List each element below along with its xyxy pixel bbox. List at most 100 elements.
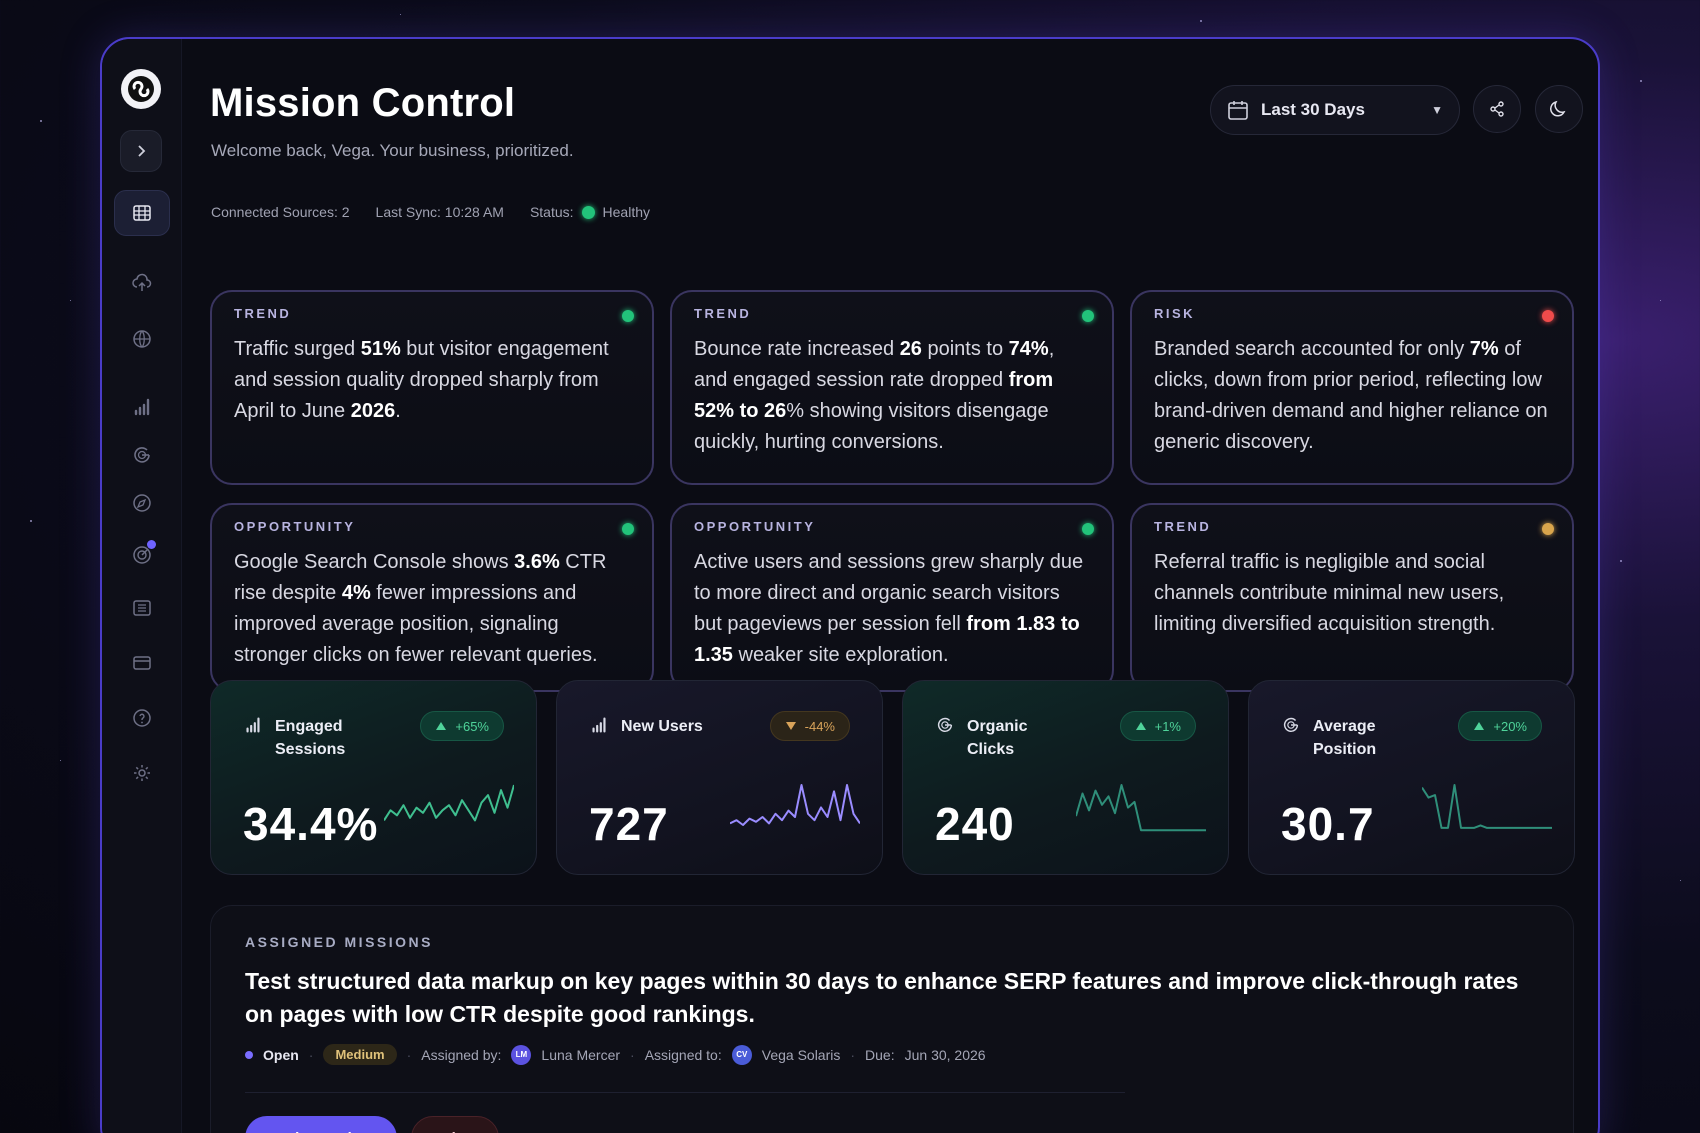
sparkline (730, 784, 860, 826)
change-value: -44% (804, 718, 835, 734)
sidebar-item-card[interactable] (114, 640, 170, 686)
insight-text: Active users and sessions grew sharply d… (694, 551, 1084, 666)
expand-sidebar-button[interactable] (120, 130, 162, 172)
arrow-down-icon (785, 722, 796, 730)
avatar: LM (511, 1044, 532, 1065)
sidebar-item-compass[interactable] (114, 480, 170, 526)
insight-status-dot (1082, 523, 1094, 535)
delete-button[interactable]: Delete (411, 1116, 499, 1133)
share-button[interactable] (1473, 85, 1521, 133)
change-badge: +20% (1458, 711, 1542, 741)
insight-label: OPPORTUNITY (234, 519, 356, 534)
moon-icon (1550, 100, 1566, 117)
calendar-icon (1228, 101, 1248, 120)
cloud-upload-icon (132, 273, 152, 291)
insight-card[interactable]: RISK Branded search accounted for only 7… (1130, 290, 1574, 485)
insight-text: Referral traffic is negligible and socia… (1154, 551, 1505, 635)
sparkline-line (1422, 784, 1552, 829)
separator: · (406, 1046, 412, 1063)
sparkline-line (1076, 784, 1206, 832)
metric-header: Engaged Sessions (243, 715, 365, 761)
notification-dot (147, 540, 156, 549)
card-icon (133, 656, 151, 670)
metric-label: Engaged Sessions (275, 718, 346, 758)
bar-chart-icon (592, 717, 606, 733)
sidebar-item-google[interactable] (114, 432, 170, 478)
metric-label: New Users (621, 718, 703, 735)
assigned-by-label: Assigned by: (421, 1046, 502, 1063)
mark-complete-button[interactable]: Mark complete (245, 1116, 397, 1133)
metric-card-organic-clicks[interactable]: Organic Clicks +1% 240 (902, 680, 1229, 875)
metric-header: Average Position (1281, 715, 1403, 761)
assigned-by-name: Luna Mercer (541, 1046, 621, 1063)
metric-header: New Users (589, 715, 711, 738)
assigned-to-name: Vega Solaris (761, 1046, 841, 1063)
status-dot-icon (581, 205, 595, 219)
mission-status: Open (263, 1046, 299, 1063)
dashboard-grid-icon (133, 205, 151, 221)
change-value: +1% (1154, 718, 1181, 734)
insight-status-dot (1542, 523, 1554, 535)
sidebar-item-dashboard-grid[interactable] (114, 190, 170, 236)
insight-label: RISK (1154, 306, 1196, 321)
insight-text: Google Search Console shows 3.6% CTR ris… (234, 551, 607, 666)
insight-card[interactable]: TREND Traffic surged 51% but visitor eng… (210, 290, 654, 485)
app-window: Mission Control Welcome back, Vega. Your… (100, 37, 1600, 1133)
arrow-up-icon (1474, 722, 1485, 730)
share-icon (1490, 101, 1504, 117)
mission-meta: Open · Medium · Assigned by: LM Luna Mer… (245, 1044, 986, 1065)
metric-value: 30.7 (1281, 798, 1375, 850)
missions-label: ASSIGNED MISSIONS (245, 934, 433, 950)
mission-text: Test structured data markup on key pages… (245, 968, 1519, 1027)
insight-label: OPPORTUNITY (694, 519, 816, 534)
sidebar-item-globe[interactable] (114, 316, 170, 362)
metric-label: Average Position (1313, 718, 1377, 758)
arrow-up-icon (1135, 722, 1146, 730)
insight-card[interactable]: OPPORTUNITY Active users and sessions gr… (670, 503, 1114, 692)
list-icon (133, 600, 151, 616)
insight-status-dot (622, 310, 634, 322)
insight-label: TREND (234, 306, 292, 321)
caret-down-icon: ▼ (1431, 103, 1443, 117)
metric-card-engaged-sessions[interactable]: Engaged Sessions +65% 34.4% (210, 680, 537, 875)
priority-badge: Medium (323, 1044, 397, 1065)
open-status-dot-icon (245, 1050, 253, 1059)
metric-label: Organic Clicks (967, 718, 1028, 758)
metric-card-new-users[interactable]: New Users -44% 727 (556, 680, 883, 875)
bar-chart-icon (134, 398, 150, 416)
avatar: CV (731, 1044, 752, 1065)
arrow-up-icon (436, 722, 447, 730)
date-range-select[interactable]: Last 30 Days ▼ (1210, 85, 1460, 135)
theme-toggle-button[interactable] (1535, 85, 1583, 133)
sparkline (1076, 784, 1206, 832)
sidebar-item-target[interactable] (114, 532, 170, 578)
sparkline (1422, 784, 1552, 829)
compass-icon (133, 494, 151, 512)
separator: · (308, 1046, 314, 1063)
metric-value: 727 (589, 798, 669, 850)
separator: · (630, 1046, 635, 1063)
insight-status-dot (1082, 310, 1094, 322)
sidebar-item-settings[interactable] (114, 750, 170, 796)
status-value: Healthy (602, 204, 650, 220)
separator: · (850, 1046, 856, 1063)
logo-icon[interactable] (121, 69, 161, 109)
assigned-missions-panel: ASSIGNED MISSIONS Test structured data m… (210, 905, 1574, 1133)
sidebar-item-help[interactable] (114, 695, 170, 741)
sidebar-item-bar-chart[interactable] (114, 384, 170, 430)
sidebar (102, 39, 182, 1133)
insight-card[interactable]: OPPORTUNITY Google Search Console shows … (210, 503, 654, 692)
insight-card[interactable]: TREND Referral traffic is negligible and… (1130, 503, 1574, 692)
sparkline (384, 784, 514, 822)
page-title: Mission Control (210, 81, 516, 125)
due-date: Jun 30, 2026 (904, 1046, 986, 1063)
assigned-to-label: Assigned to: (644, 1046, 722, 1063)
sparkline-line (730, 784, 860, 826)
due-label: Due: (865, 1046, 895, 1063)
metric-card-average-position[interactable]: Average Position +20% 30.7 (1248, 680, 1575, 875)
sidebar-item-list[interactable] (114, 585, 170, 631)
sidebar-item-cloud-upload[interactable] (114, 260, 170, 306)
chevron-right-icon (138, 145, 146, 157)
insight-card[interactable]: TREND Bounce rate increased 26 points to… (670, 290, 1114, 485)
status-label: Status: (529, 204, 574, 220)
